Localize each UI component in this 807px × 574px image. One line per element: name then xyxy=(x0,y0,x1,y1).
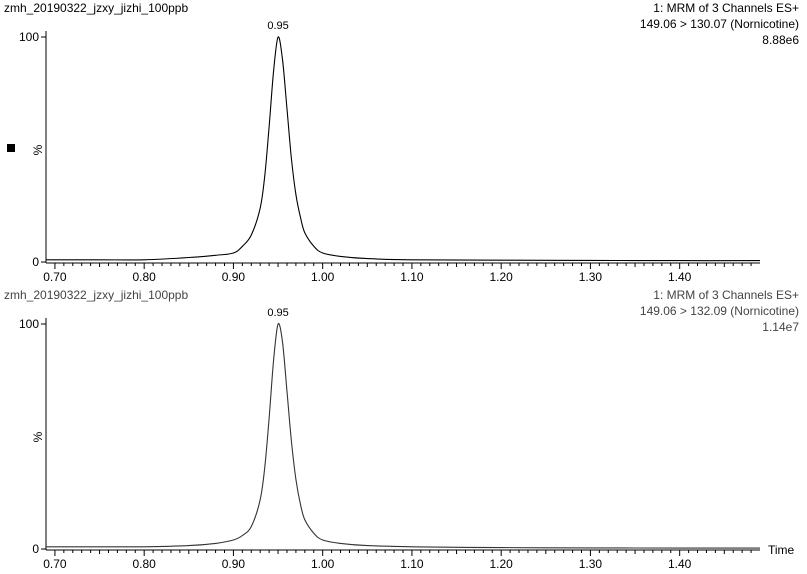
intensity-label: 1.14e7 xyxy=(762,320,799,334)
peak-label: 0.95 xyxy=(267,20,288,32)
x-tick-label: 1.10 xyxy=(400,557,424,571)
x-tick-label: 0.80 xyxy=(132,557,156,571)
y-tick-label: 100 xyxy=(19,317,39,331)
peak-label: 0.95 xyxy=(267,307,288,319)
x-tick-label: 0.90 xyxy=(222,270,246,284)
chromatogram-panel-1: 0 100% 0.70 0.80 0.90 1.00 1.10 1.20 1.30 1.40 0.9… xyxy=(0,0,807,287)
y-axis-label: % xyxy=(31,144,45,155)
y-tick-label: 0 xyxy=(32,542,39,556)
x-tick-label: 0.70 xyxy=(43,270,67,284)
x-tick-label: 0.80 xyxy=(132,270,156,284)
x-tick-label: 1.40 xyxy=(668,270,692,284)
x-tick-label: 1.20 xyxy=(489,557,513,571)
chromatogram-trace xyxy=(46,323,760,548)
x-tick-label: 1.00 xyxy=(311,557,335,571)
chromatogram-trace xyxy=(46,37,760,261)
y-tick-label: 100 xyxy=(19,30,39,44)
sample-name: zmh_20190322_jzxy_jizhi_100ppb xyxy=(4,1,188,15)
channel-header: 1: MRM of 3 Channels ES+ xyxy=(653,1,799,15)
chromatogram-plot-1: 0 100% 0.70 0.80 0.90 1.00 1.10 1.20 1.30 1.40 0.9… xyxy=(0,0,807,287)
transition-label: 149.06 > 130.07 (Nornicotine) xyxy=(640,17,799,31)
chromatogram-panel-2: 0 100% 0.70 0.80 0.90 1.00 1.10 1.20 1.30 1.40 Tim… xyxy=(0,287,807,574)
x-tick-label: 1.30 xyxy=(579,270,603,284)
transition-label: 149.06 > 132.09 (Nornicotine) xyxy=(640,304,799,318)
x-axis-label: Time xyxy=(768,543,795,557)
x-tick-label: 1.40 xyxy=(668,557,692,571)
intensity-label: 8.88e6 xyxy=(762,33,799,47)
channel-header: 1: MRM of 3 Channels ES+ xyxy=(653,288,799,302)
y-axis-label: % xyxy=(31,431,45,442)
sample-name: zmh_20190322_jzxy_jizhi_100ppb xyxy=(4,288,188,302)
y-tick-label: 0 xyxy=(32,255,39,269)
trace-selection-marker[interactable] xyxy=(7,144,15,152)
x-tick-label: 1.30 xyxy=(579,557,603,571)
x-tick-label: 0.70 xyxy=(43,557,67,571)
x-tick-label: 0.90 xyxy=(222,557,246,571)
x-tick-label: 1.10 xyxy=(400,270,424,284)
chromatogram-plot-2: 0 100% 0.70 0.80 0.90 1.00 1.10 1.20 1.30 1.40 Tim… xyxy=(0,287,807,574)
x-tick-label: 1.20 xyxy=(489,270,513,284)
x-tick-label: 1.00 xyxy=(311,270,335,284)
